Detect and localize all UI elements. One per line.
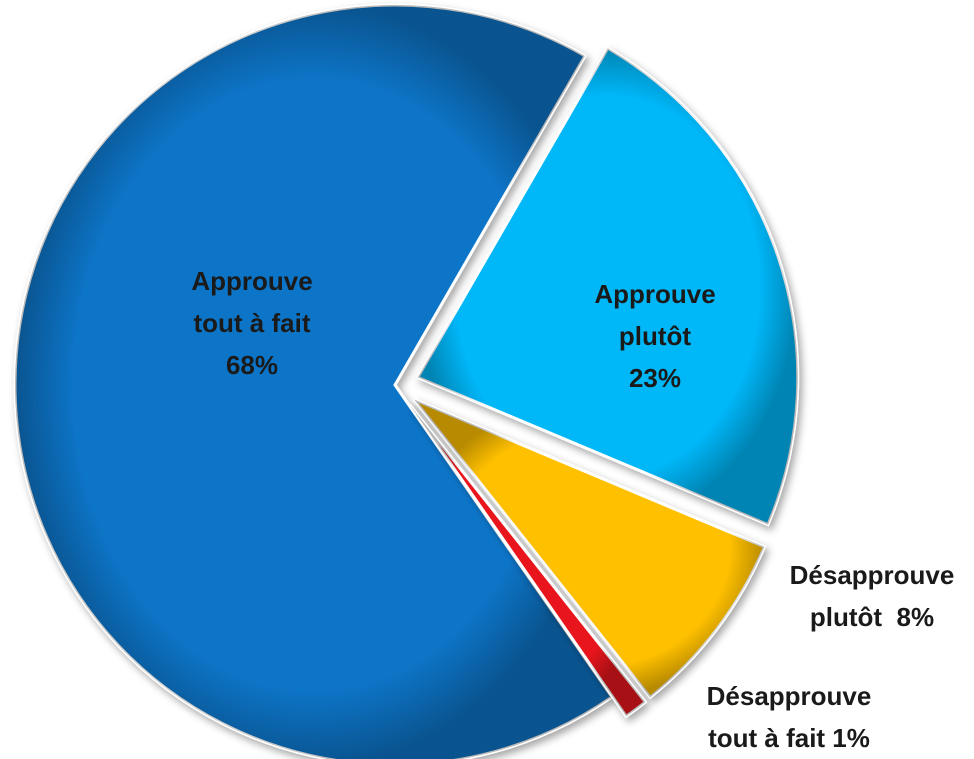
slice-approuve-plutot <box>415 46 800 527</box>
pie-labels: Approuve tout à fait 68% Approuve plutôt 23% D… <box>191 266 954 753</box>
slice-desapprouve-plutot-label: Désapprouve plutôt 8% <box>790 560 955 632</box>
slice-desapprouve-tout-a-fait-label: Désapprouve tout à fait 1% <box>707 681 872 753</box>
slice-approuve-tout-a-fait <box>13 3 614 759</box>
pie-slices <box>13 3 800 759</box>
slice-approuve-plutot-label: Approuve plutôt 23% <box>594 279 715 393</box>
slice-approuve-tout-a-fait-label: Approuve tout à fait 68% <box>191 266 312 380</box>
slice-desapprouve-tout-a-fait <box>408 403 648 719</box>
slice-desapprouve-plutot <box>412 398 767 700</box>
